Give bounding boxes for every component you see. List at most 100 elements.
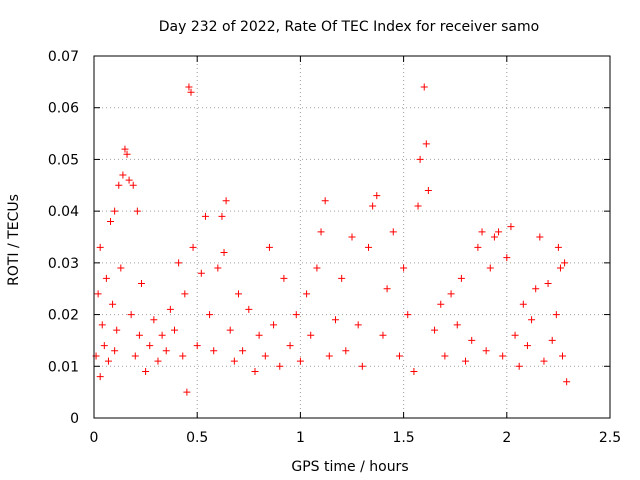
data-point [214,264,222,272]
data-point [325,352,333,360]
data-point [414,202,422,210]
data-point [490,233,498,241]
data-point [507,223,515,231]
data-point [495,228,503,236]
data-point [548,336,556,344]
data-point [395,352,403,360]
y-tick-label: 0.07 [48,49,79,65]
data-point [189,243,197,251]
y-tick-label: 0.04 [48,204,79,220]
data-point [410,367,418,375]
data-point [265,243,273,251]
data-point [482,347,490,355]
data-point [127,311,135,319]
data-point [400,264,408,272]
data-point [563,378,571,386]
data-point [478,228,486,236]
data-point [179,352,187,360]
data-point [296,357,304,365]
data-point [486,264,494,272]
data-point [528,316,536,324]
y-tick-label: 0.05 [48,152,79,168]
data-point [532,285,540,293]
data-point [166,305,174,313]
data-point [552,311,560,319]
data-point [193,342,201,350]
y-axis-label: ROTI / TECUs [6,194,22,286]
data-point [109,300,117,308]
data-point [424,186,432,194]
data-point [111,347,119,355]
data-point [515,362,523,370]
y-tick-label: 0.06 [48,101,79,117]
x-tick-label: 2 [502,430,511,446]
data-point [354,321,362,329]
axis-ticks: 0 0.5 1 1.5 2 2.5 0 0.01 0.02 0.03 0.04 0.05 0.06 0.0… [48,49,621,446]
data-point [175,259,183,267]
data-point [162,347,170,355]
data-point [373,192,381,200]
y-tick-label: 0.02 [48,308,79,324]
data-point [94,290,102,298]
data-point [210,347,218,355]
data-point [123,150,131,158]
data-point [292,311,300,319]
data-point [107,217,115,225]
data-point [137,280,145,288]
data-point [307,331,315,339]
data-point [321,197,329,205]
data-point [133,207,141,215]
data-point [389,228,397,236]
data-point [226,326,234,334]
data-point [131,352,139,360]
data-point [453,321,461,329]
data-point [201,212,209,220]
data-point [187,88,195,96]
data-point [113,326,121,334]
data-point [206,311,214,319]
data-point [313,264,321,272]
data-point [286,342,294,350]
data-point [183,388,191,396]
data-point [117,264,125,272]
data-point [129,181,137,189]
data-point [422,140,430,148]
data-point [338,274,346,282]
data-point [303,290,311,298]
data-point [348,233,356,241]
data-points [92,83,571,396]
data-point [317,228,325,236]
data-point [270,321,278,329]
data-point [416,155,424,163]
data-point [536,233,544,241]
data-point [230,357,238,365]
x-tick-label: 0.5 [186,430,208,446]
data-point [119,171,127,179]
data-point [239,347,247,355]
data-point [170,326,178,334]
data-point [556,264,564,272]
data-point [220,249,228,257]
data-point [331,316,339,324]
data-point [554,243,562,251]
data-point [185,83,193,91]
data-point [255,331,263,339]
data-point [559,352,567,360]
data-point [431,326,439,334]
data-point [234,290,242,298]
data-point [365,243,373,251]
data-point [96,373,104,381]
data-point [158,331,166,339]
data-point [511,331,519,339]
data-point [358,362,366,370]
data-point [197,269,205,277]
data-point [447,290,455,298]
data-point [125,176,133,184]
data-point [462,357,470,365]
x-axis-label: GPS time / hours [291,459,408,475]
data-point [437,300,445,308]
data-point [276,362,284,370]
data-point [523,342,531,350]
data-point [100,342,108,350]
x-tick-label: 2.5 [599,430,621,446]
